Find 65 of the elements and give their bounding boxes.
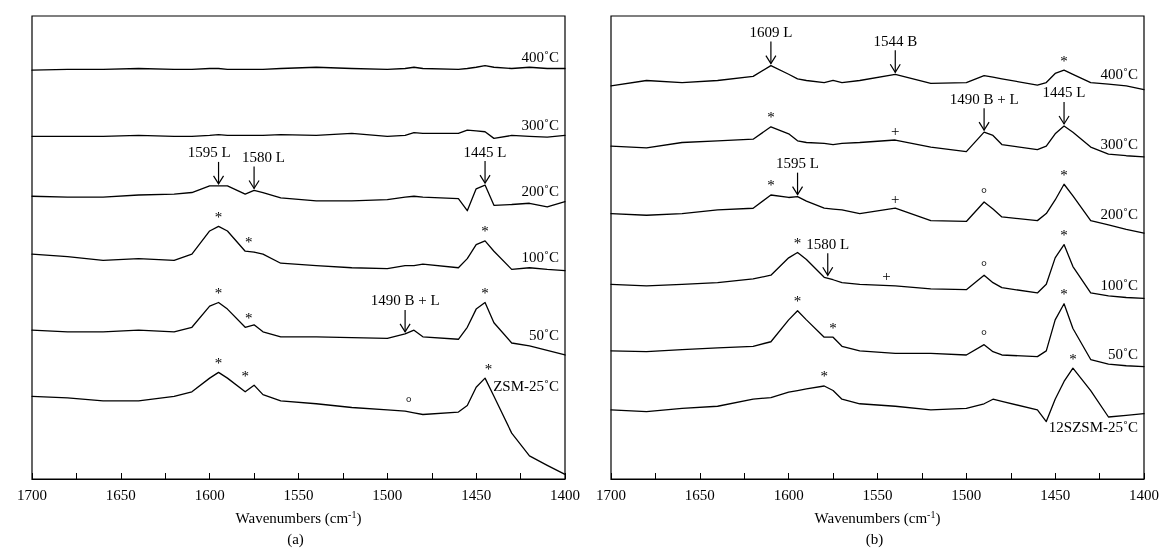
annotation: + <box>891 190 900 207</box>
annotation: 1595 L <box>776 155 820 172</box>
annotation: * <box>767 109 775 126</box>
x-tick-label: 1500 <box>372 486 403 503</box>
annotation: * <box>1060 227 1068 244</box>
x-tick-label: 1450 <box>1040 486 1071 503</box>
x-tick-label: 1700 <box>596 486 626 503</box>
annotation: * <box>214 208 223 225</box>
annotation: * <box>767 177 775 194</box>
series-label: 12SZSM-25˚C <box>1048 419 1138 436</box>
annotation: 1580 L <box>242 148 286 165</box>
annotation: + <box>882 268 891 285</box>
series-label: 300˚C <box>1100 135 1138 152</box>
series-label: 200˚C <box>521 183 559 200</box>
series-label: 50˚C <box>1108 345 1138 362</box>
series-label: 50˚C <box>529 327 559 344</box>
x-tick-label: 1650 <box>684 486 715 503</box>
x-tick-label: 1550 <box>862 486 893 503</box>
annotation: * <box>241 367 249 384</box>
series-label: 400˚C <box>1100 65 1138 82</box>
annotation: * <box>793 293 802 310</box>
annotation: 1445 L <box>1042 84 1086 101</box>
series-label: 100˚C <box>1100 277 1138 294</box>
annotation: * <box>1060 52 1068 69</box>
annotation: * <box>1060 166 1068 183</box>
annotation: 1490 B + L <box>370 292 440 309</box>
annotation: 1580 L <box>806 235 850 252</box>
x-tick-label: 1600 <box>773 486 804 503</box>
annotation: 1490 B + L <box>949 90 1019 107</box>
annotation: * <box>214 284 223 301</box>
series-label: ZSM-25˚C <box>493 377 559 394</box>
annotation: * <box>484 360 493 377</box>
annotation: ° <box>981 257 988 274</box>
x-tick-label: 1550 <box>283 486 314 503</box>
annotation: 1595 L <box>187 144 231 161</box>
annotation: * <box>481 284 489 301</box>
x-tick-label: 1400 <box>1129 486 1159 503</box>
annotation: + <box>891 122 900 139</box>
x-tick-label: 1700 <box>17 486 47 503</box>
series-label: 300˚C <box>521 116 559 133</box>
x-tick-label: 1650 <box>105 486 136 503</box>
annotation: * <box>793 234 802 251</box>
x-tick-label: 1450 <box>461 486 492 503</box>
annotation: * <box>245 233 253 250</box>
annotation: ° <box>981 327 988 344</box>
annotation: * <box>829 319 837 336</box>
annotation: * <box>1060 286 1068 303</box>
series-label: 400˚C <box>521 48 559 65</box>
x-tick-label: 1400 <box>550 486 580 503</box>
annotation: 1609 L <box>749 24 793 41</box>
annotation: * <box>820 368 828 385</box>
annotation: ° <box>405 393 412 410</box>
annotation: * <box>481 223 489 240</box>
x-tick-label: 1500 <box>951 486 982 503</box>
annotation: * <box>1069 350 1077 367</box>
text: (a) <box>287 530 304 548</box>
x-tick-label: 1600 <box>194 486 225 503</box>
series-label: 100˚C <box>521 249 559 266</box>
annotation: ° <box>981 184 988 201</box>
annotation: 1445 L <box>463 143 507 160</box>
annotation: 1544 B <box>873 32 918 49</box>
annotation: * <box>214 354 223 371</box>
series-label: 200˚C <box>1100 206 1138 223</box>
annotation: * <box>245 309 253 326</box>
text: (b) <box>865 530 884 548</box>
